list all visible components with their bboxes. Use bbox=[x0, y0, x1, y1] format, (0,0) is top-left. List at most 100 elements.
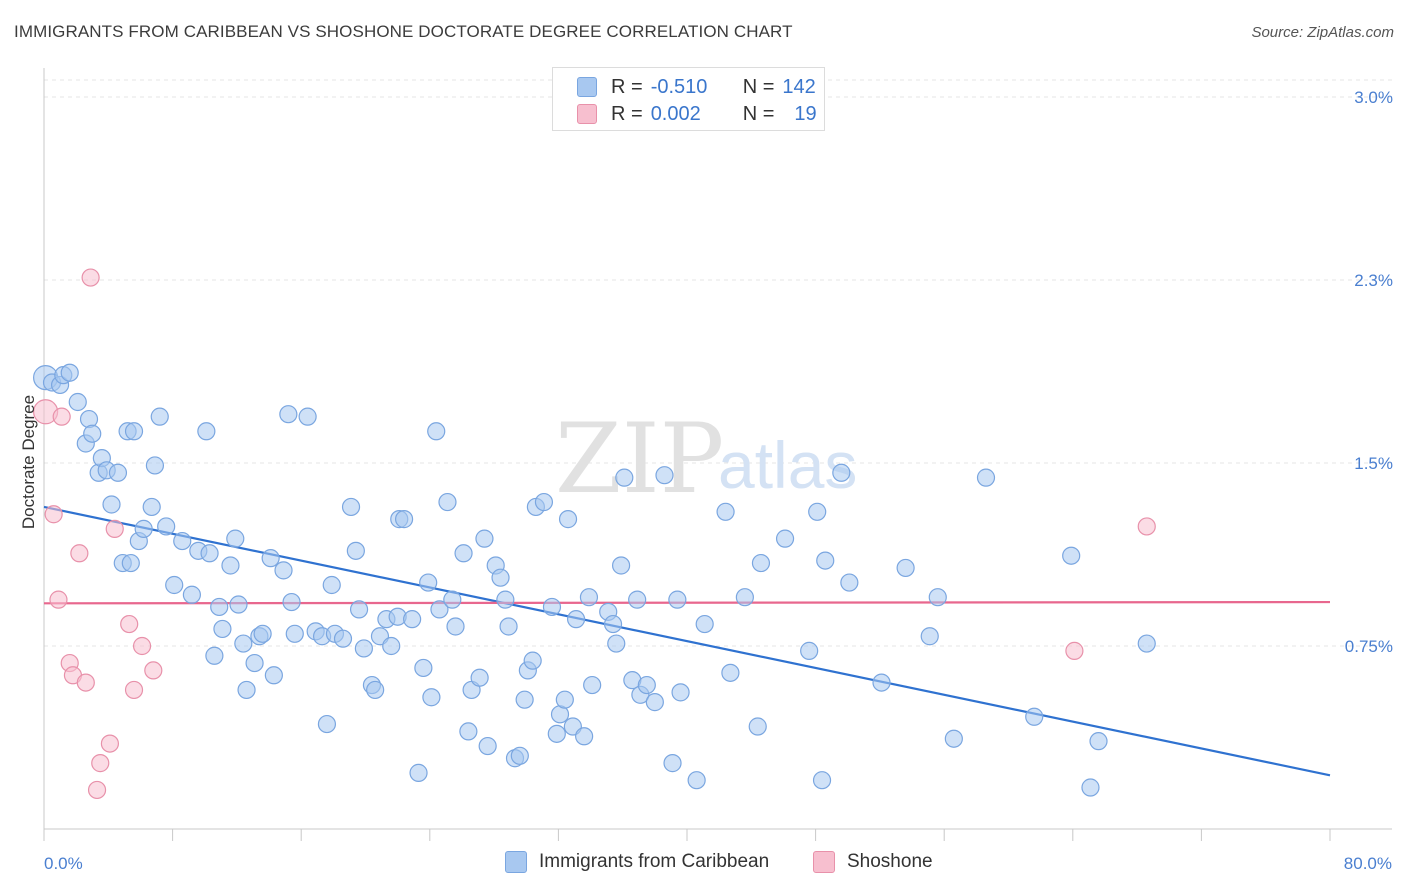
point-shoshone bbox=[81, 268, 100, 287]
point-caribbean bbox=[716, 502, 735, 521]
point-caribbean bbox=[200, 544, 219, 563]
point-shoshone bbox=[52, 407, 71, 426]
point-shoshone bbox=[105, 519, 124, 538]
point-caribbean bbox=[394, 510, 414, 529]
point-shoshone bbox=[76, 673, 95, 692]
point-caribbean bbox=[547, 724, 566, 743]
point-caribbean bbox=[470, 668, 489, 687]
point-caribbean bbox=[454, 544, 473, 563]
point-shoshone bbox=[91, 754, 110, 773]
point-caribbean bbox=[499, 617, 518, 636]
bottom-legend-caribbean: Immigrants from Caribbean bbox=[505, 851, 769, 873]
watermark-zip: ZIP bbox=[555, 403, 724, 515]
point-caribbean bbox=[579, 588, 599, 607]
legend-r-value: 0.002 bbox=[650, 102, 701, 125]
point-caribbean bbox=[419, 573, 438, 592]
legend-swatch-shoshone bbox=[577, 104, 597, 124]
y-tick-label: 0.75% bbox=[1345, 637, 1393, 656]
source-label: Source: ZipAtlas.com bbox=[1251, 24, 1394, 41]
point-caribbean bbox=[349, 600, 369, 619]
point-caribbean bbox=[748, 717, 767, 736]
x-tick-label: 80.0% bbox=[1344, 854, 1392, 873]
point-caribbean bbox=[478, 736, 497, 756]
bottom-legend-shoshone: Shoshone bbox=[813, 851, 933, 873]
point-caribbean bbox=[496, 590, 515, 609]
point-caribbean bbox=[896, 558, 915, 578]
point-caribbean bbox=[422, 688, 441, 707]
point-caribbean bbox=[443, 590, 462, 609]
point-caribbean bbox=[108, 463, 128, 482]
point-caribbean bbox=[234, 634, 253, 653]
point-caribbean bbox=[542, 597, 562, 617]
point-caribbean bbox=[182, 585, 201, 604]
point-caribbean bbox=[671, 683, 690, 702]
point-caribbean bbox=[808, 502, 827, 521]
legend-n-label: N = bbox=[742, 102, 775, 125]
legend-row-shoshone: R = 0.002 N = 19 bbox=[577, 102, 817, 126]
point-caribbean bbox=[775, 529, 795, 548]
point-caribbean bbox=[317, 714, 337, 734]
point-caribbean bbox=[298, 407, 317, 426]
point-caribbean bbox=[134, 519, 153, 538]
point-caribbean bbox=[751, 553, 771, 573]
trend-line-caribbean bbox=[43, 505, 1331, 777]
legend-n-label: N = bbox=[742, 75, 775, 98]
point-caribbean bbox=[346, 541, 365, 560]
point-caribbean bbox=[60, 363, 79, 382]
legend-r-value: -0.510 bbox=[650, 75, 708, 98]
point-caribbean bbox=[173, 531, 192, 551]
point-caribbean bbox=[832, 463, 851, 482]
point-caribbean bbox=[285, 624, 304, 643]
point-caribbean bbox=[213, 619, 232, 639]
point-caribbean bbox=[645, 693, 664, 712]
legend-n-value: 19 bbox=[794, 102, 817, 125]
point-caribbean bbox=[354, 639, 373, 658]
legend-row-caribbean: R = -0.510 N = 142 bbox=[577, 75, 816, 99]
chart-title: IMMIGRANTS FROM CARIBBEAN VS SHOSHONE DO… bbox=[14, 22, 793, 41]
point-caribbean bbox=[322, 575, 341, 595]
bottom-legend-label-shoshone: Shoshone bbox=[847, 851, 933, 872]
point-caribbean bbox=[165, 575, 184, 595]
legend-r-label: R = bbox=[611, 75, 643, 98]
point-caribbean bbox=[261, 549, 280, 568]
point-caribbean bbox=[615, 468, 634, 487]
point-caribbean bbox=[928, 588, 947, 607]
point-caribbean bbox=[253, 624, 272, 643]
point-caribbean bbox=[229, 595, 248, 614]
point-caribbean bbox=[1062, 546, 1081, 565]
y-tick-label: 2.3% bbox=[1354, 271, 1393, 290]
point-caribbean bbox=[840, 573, 859, 592]
point-caribbean bbox=[83, 424, 102, 443]
point-caribbean bbox=[245, 653, 264, 673]
point-caribbean bbox=[366, 680, 385, 700]
point-shoshone bbox=[120, 614, 139, 634]
gridlines bbox=[44, 79, 1392, 647]
y-tick-label: 1.5% bbox=[1354, 454, 1393, 473]
point-caribbean bbox=[1081, 778, 1100, 797]
point-caribbean bbox=[628, 590, 647, 609]
point-caribbean bbox=[382, 636, 401, 656]
legend-n-value: 142 bbox=[782, 75, 816, 98]
point-caribbean bbox=[523, 651, 542, 670]
y-axis-label: Doctorate Degree bbox=[19, 395, 38, 529]
point-caribbean bbox=[583, 675, 602, 695]
point-caribbean bbox=[446, 617, 465, 636]
point-caribbean bbox=[438, 492, 457, 512]
point-caribbean bbox=[668, 590, 687, 609]
point-caribbean bbox=[944, 729, 963, 748]
point-caribbean bbox=[920, 627, 939, 646]
point-caribbean bbox=[226, 529, 245, 548]
point-caribbean bbox=[68, 392, 87, 412]
point-caribbean bbox=[655, 466, 674, 485]
point-caribbean bbox=[145, 456, 165, 475]
point-shoshone bbox=[49, 590, 68, 609]
point-caribbean bbox=[121, 553, 140, 573]
point-caribbean bbox=[491, 568, 510, 587]
point-caribbean bbox=[102, 495, 121, 514]
point-caribbean bbox=[237, 680, 256, 700]
point-caribbean bbox=[637, 675, 656, 695]
point-caribbean bbox=[735, 588, 754, 607]
point-caribbean bbox=[607, 634, 626, 653]
point-caribbean bbox=[79, 409, 99, 429]
